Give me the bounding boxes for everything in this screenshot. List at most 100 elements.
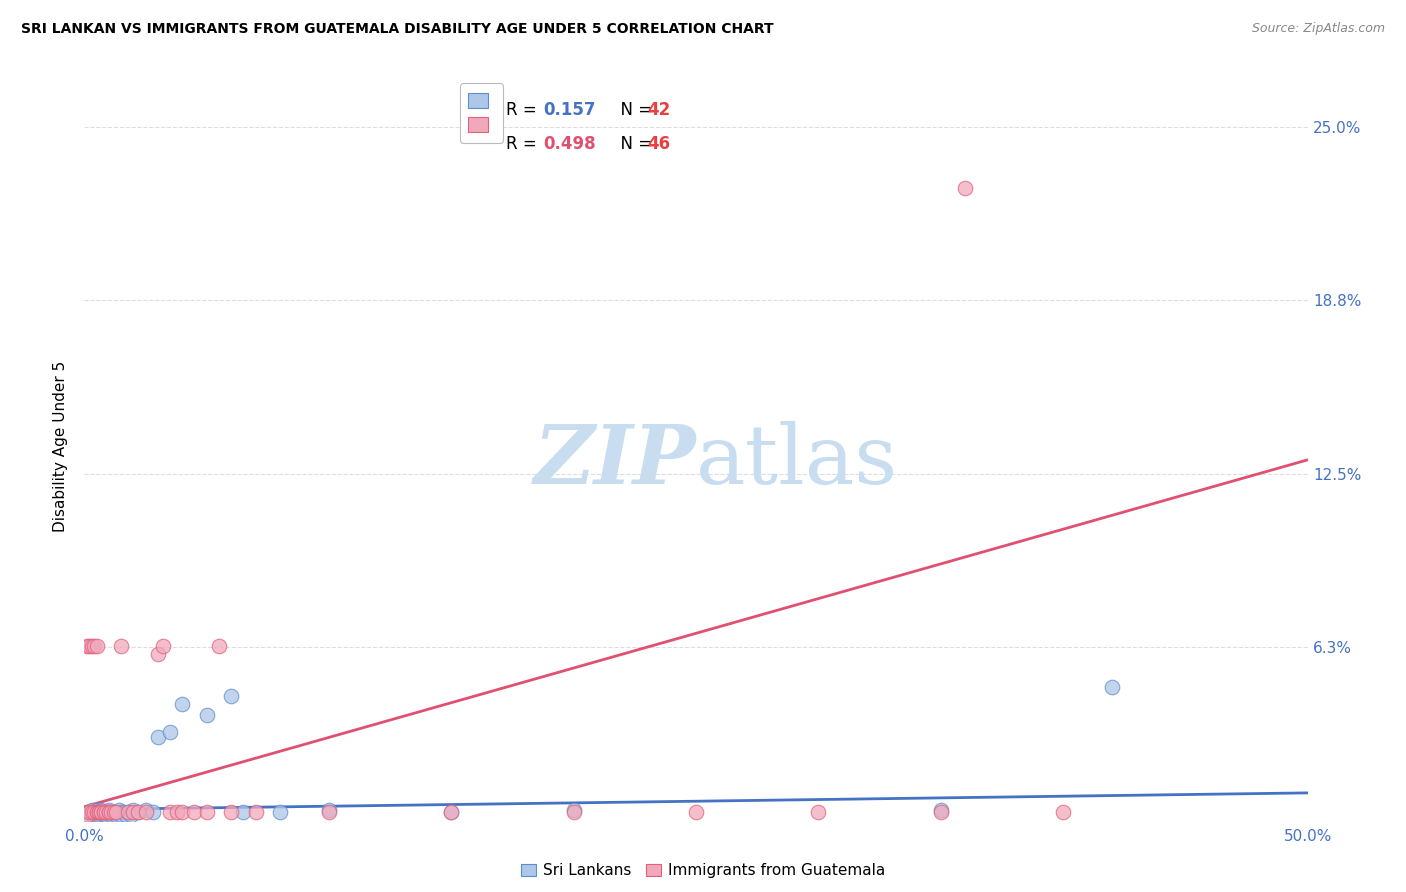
Point [929, 803, 952, 817]
Point [83, 805, 105, 820]
Point [127, 805, 149, 820]
Point [110, 639, 132, 653]
Point [110, 808, 132, 822]
Point [183, 805, 205, 820]
Point [685, 805, 707, 820]
Point [105, 805, 128, 820]
Point [172, 805, 194, 820]
Point [562, 803, 585, 817]
Point [127, 805, 149, 820]
Point [77, 805, 100, 820]
Point [142, 805, 165, 820]
Text: 0.157: 0.157 [543, 102, 596, 120]
Point [929, 805, 952, 820]
Point [86, 805, 108, 820]
Text: Source: ZipAtlas.com: Source: ZipAtlas.com [1251, 22, 1385, 36]
Point [87, 805, 110, 820]
Point [96, 808, 118, 822]
Point [1101, 681, 1123, 695]
Point [80, 803, 103, 817]
Point [90, 803, 112, 817]
Point [76, 808, 98, 822]
Point [103, 805, 125, 820]
Point [100, 808, 122, 822]
Text: 46: 46 [647, 135, 671, 153]
Point [146, 731, 169, 745]
Point [110, 805, 132, 820]
Point [166, 805, 188, 820]
Point [440, 805, 463, 820]
Point [105, 808, 128, 822]
Point [159, 805, 181, 820]
Point [87, 805, 110, 820]
Point [117, 805, 139, 820]
Point [107, 803, 129, 817]
Point [146, 647, 169, 661]
Point [122, 805, 145, 820]
Point [87, 808, 110, 822]
Point [103, 805, 125, 820]
Point [135, 803, 157, 817]
Point [90, 805, 112, 820]
Point [87, 805, 110, 820]
Point [219, 805, 242, 820]
Point [80, 808, 103, 822]
Point [93, 808, 115, 822]
Point [562, 805, 585, 820]
Point [86, 805, 108, 820]
Text: atlas: atlas [696, 421, 898, 501]
Point [86, 803, 108, 817]
Text: R =: R = [506, 102, 543, 120]
Point [440, 805, 463, 820]
Point [135, 805, 157, 820]
Point [1052, 805, 1074, 820]
Point [80, 805, 103, 820]
Point [97, 805, 120, 820]
Point [80, 639, 103, 653]
Text: N =: N = [610, 102, 658, 120]
Point [318, 805, 340, 820]
Point [97, 805, 120, 820]
Point [76, 639, 98, 653]
Point [83, 639, 105, 653]
Point [86, 808, 108, 822]
Point [97, 803, 120, 817]
Point [269, 805, 291, 820]
Point [172, 697, 194, 711]
Point [93, 805, 115, 820]
Point [86, 639, 108, 653]
Point [953, 181, 976, 195]
Point [807, 805, 830, 820]
Point [83, 805, 105, 820]
Text: R =: R = [506, 135, 543, 153]
Point [245, 805, 267, 820]
Text: SRI LANKAN VS IMMIGRANTS FROM GUATEMALA DISABILITY AGE UNDER 5 CORRELATION CHART: SRI LANKAN VS IMMIGRANTS FROM GUATEMALA … [21, 22, 773, 37]
Point [122, 803, 145, 817]
Y-axis label: Disability Age Under 5: Disability Age Under 5 [53, 360, 69, 532]
Point [195, 805, 218, 820]
Point [96, 805, 118, 820]
Point [77, 805, 100, 820]
Legend: Sri Lankans, Immigrants from Guatemala: Sri Lankans, Immigrants from Guatemala [515, 857, 891, 884]
Point [152, 639, 174, 653]
Text: N =: N = [610, 135, 658, 153]
Point [219, 689, 242, 703]
Point [100, 805, 122, 820]
Point [115, 808, 138, 822]
Point [195, 708, 218, 723]
Point [90, 805, 112, 820]
Point [112, 805, 135, 820]
Text: 0.498: 0.498 [543, 135, 596, 153]
Legend: , : , [460, 84, 503, 143]
Point [93, 805, 115, 820]
Point [77, 639, 100, 653]
Point [93, 805, 115, 820]
Text: 42: 42 [647, 102, 671, 120]
Point [208, 639, 231, 653]
Point [90, 805, 112, 820]
Point [120, 808, 142, 822]
Point [318, 803, 340, 817]
Point [232, 805, 254, 820]
Point [76, 808, 98, 822]
Point [159, 724, 181, 739]
